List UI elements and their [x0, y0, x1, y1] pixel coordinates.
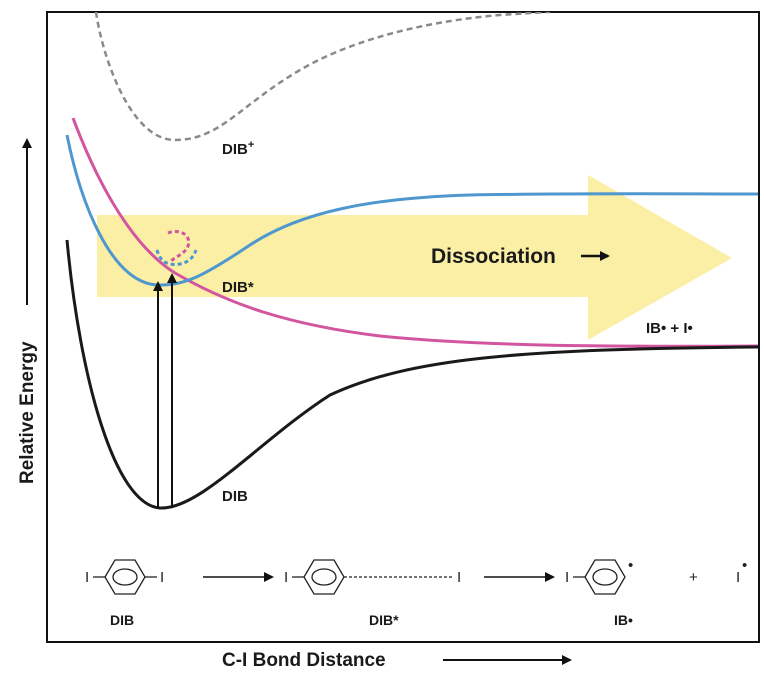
plot-frame [46, 11, 760, 643]
scheme-plus: + [689, 569, 698, 586]
cation-potential-curve [94, 12, 551, 142]
ground-label: DIB [222, 488, 248, 505]
pink-wavepacket [167, 230, 191, 264]
products-label: IB• + I• [646, 320, 693, 337]
x-axis-title: C-I Bond Distance [222, 650, 386, 671]
svg-text:I: I [457, 569, 461, 586]
svg-text:•: • [628, 557, 633, 574]
dissociation-arrow-shape [97, 175, 732, 340]
scheme-dib-excited-label: DIB* [369, 612, 399, 628]
y-axis-title: Relative Energy [17, 341, 38, 484]
dib-molecule: I I [85, 559, 164, 595]
excited-label: DIB* [222, 279, 254, 296]
svg-text:I: I [284, 569, 288, 586]
repulsive-potential-curve [71, 117, 758, 348]
dib-excited-molecule: I I [284, 559, 461, 595]
reaction-scheme: I I DIB I I DIB* I • + I [85, 557, 747, 628]
ground-potential-curve [65, 239, 758, 510]
excited-potential-curve [65, 134, 758, 287]
cation-label: DIB+ [222, 139, 254, 158]
blue-wavepacket [155, 249, 198, 266]
svg-text:I: I [160, 569, 164, 586]
dissociation-label: Dissociation [431, 245, 556, 268]
ib-radical-molecule: I • [565, 557, 633, 595]
svg-text:I: I [565, 569, 569, 586]
scheme-dib-label: DIB [110, 612, 134, 628]
scheme-iodine-radical: I [736, 569, 740, 586]
scheme-iodine-radical-dot: • [742, 557, 747, 574]
scheme-ib-label: IB• [614, 612, 633, 628]
svg-text:I: I [85, 569, 89, 586]
